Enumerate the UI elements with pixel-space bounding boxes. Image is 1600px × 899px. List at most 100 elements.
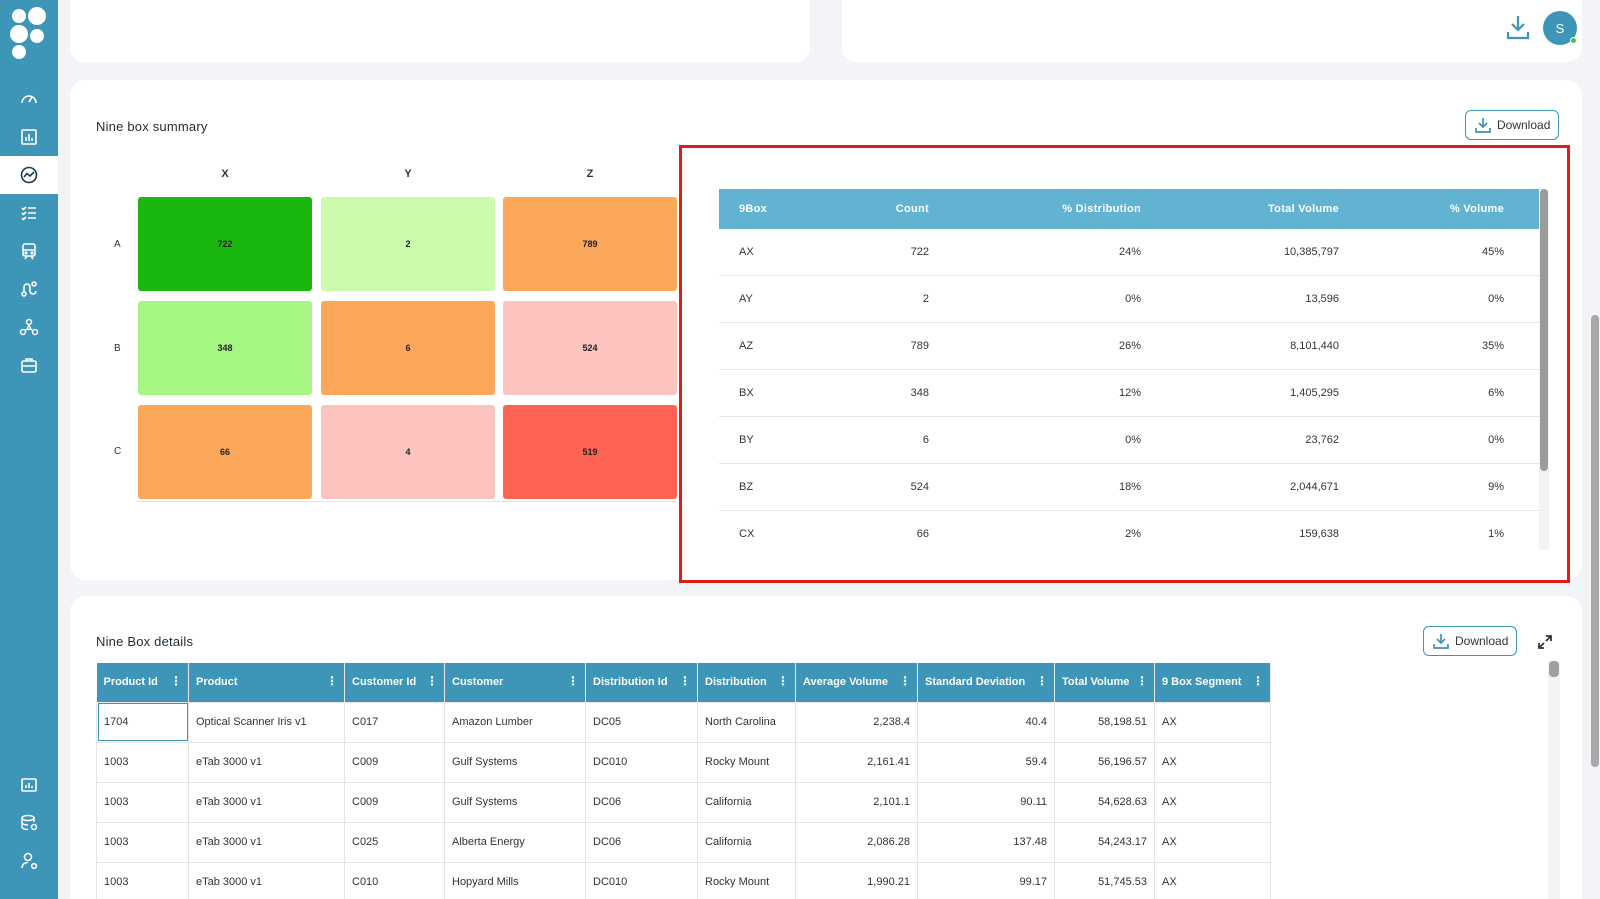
- nav-dashboard[interactable]: [0, 80, 58, 118]
- download-icon[interactable]: [1506, 14, 1530, 40]
- nine-box-cell-cy[interactable]: 4: [321, 405, 495, 499]
- summary-header-distribution[interactable]: % Distribution: [1062, 203, 1141, 215]
- details-table-row[interactable]: 1003 eTab 3000 v1 C009 Gulf Systems DC06…: [96, 781, 1271, 823]
- nav-user-settings[interactable]: [0, 842, 58, 880]
- details-table-row[interactable]: 1003 eTab 3000 v1 C009 Gulf Systems DC01…: [96, 741, 1271, 783]
- column-menu-icon[interactable]: ⋮: [679, 674, 691, 688]
- cell-product[interactable]: eTab 3000 v1: [188, 781, 345, 823]
- cell-customer-id[interactable]: C017: [344, 701, 445, 743]
- cell-customer-id[interactable]: C009: [344, 741, 445, 783]
- cell-average-volume[interactable]: 2,161.41: [795, 741, 918, 783]
- cell-customer[interactable]: Alberta Energy: [444, 821, 586, 863]
- cell-customer[interactable]: Hopyard Mills: [444, 861, 586, 899]
- nine-box-cell-ax[interactable]: 722: [138, 197, 312, 291]
- column-menu-icon[interactable]: ⋮: [567, 674, 579, 688]
- summary-header-count[interactable]: Count: [895, 203, 929, 215]
- nav-network[interactable]: [0, 308, 58, 346]
- nav-transport[interactable]: [0, 232, 58, 270]
- cell-9box-segment[interactable]: AX: [1154, 741, 1271, 783]
- cell-distribution[interactable]: North Carolina: [697, 701, 796, 743]
- details-download-button[interactable]: Download: [1423, 626, 1518, 656]
- cell-product-id[interactable]: 1704: [96, 701, 189, 743]
- cell-9box-segment[interactable]: AX: [1154, 701, 1271, 743]
- cell-product[interactable]: eTab 3000 v1: [188, 741, 345, 783]
- cell-customer-id[interactable]: C025: [344, 821, 445, 863]
- cell-product[interactable]: Optical Scanner Iris v1: [188, 701, 345, 743]
- cell-distribution[interactable]: Rocky Mount: [697, 861, 796, 899]
- details-header-customer-id[interactable]: Customer Id ⋮: [344, 663, 445, 702]
- column-menu-icon[interactable]: ⋮: [426, 674, 438, 688]
- nine-box-cell-bx[interactable]: 348: [138, 301, 312, 395]
- cell-product-id[interactable]: 1003: [96, 741, 189, 783]
- cell-distribution-id[interactable]: DC05: [585, 701, 698, 743]
- cell-average-volume[interactable]: 1,990.21: [795, 861, 918, 899]
- details-scrollbar-track[interactable]: [1548, 661, 1560, 899]
- column-menu-icon[interactable]: ⋮: [899, 674, 911, 688]
- nav-route[interactable]: [0, 270, 58, 308]
- cell-total-volume[interactable]: 54,628.63: [1054, 781, 1155, 823]
- cell-distribution-id[interactable]: DC06: [585, 821, 698, 863]
- cell-product[interactable]: eTab 3000 v1: [188, 821, 345, 863]
- cell-9box-segment[interactable]: AX: [1154, 821, 1271, 863]
- user-avatar[interactable]: S: [1543, 11, 1577, 45]
- cell-customer[interactable]: Gulf Systems: [444, 741, 586, 783]
- summary-header-9box[interactable]: 9Box: [739, 203, 768, 215]
- cell-product-id[interactable]: 1003: [96, 821, 189, 863]
- nav-database-settings[interactable]: [0, 804, 58, 842]
- column-menu-icon[interactable]: ⋮: [170, 674, 182, 688]
- details-header-distribution[interactable]: Distribution ⋮: [697, 663, 796, 702]
- cell-standard-deviation[interactable]: 137.48: [917, 821, 1055, 863]
- details-header-average-volume[interactable]: Average Volume ⋮: [795, 663, 918, 702]
- details-header-customer[interactable]: Customer ⋮: [444, 663, 586, 702]
- app-logo[interactable]: [9, 6, 49, 62]
- cell-average-volume[interactable]: 2,238.4: [795, 701, 918, 743]
- cell-distribution-id[interactable]: DC010: [585, 741, 698, 783]
- nine-box-cell-az[interactable]: 789: [503, 197, 677, 291]
- cell-total-volume[interactable]: 56,196.57: [1054, 741, 1155, 783]
- cell-total-volume[interactable]: 58,198.51: [1054, 701, 1155, 743]
- cell-standard-deviation[interactable]: 59.4: [917, 741, 1055, 783]
- summary-scrollbar-thumb[interactable]: [1540, 189, 1548, 471]
- summary-header-total-volume[interactable]: Total Volume: [1267, 203, 1339, 215]
- cell-9box-segment[interactable]: AX: [1154, 861, 1271, 899]
- details-header-total-volume[interactable]: Total Volume ⋮: [1054, 663, 1155, 702]
- expand-icon[interactable]: [1536, 633, 1554, 651]
- summary-header-volume-percent[interactable]: % Volume: [1449, 203, 1504, 215]
- details-scrollbar-thumb[interactable]: [1549, 661, 1559, 677]
- cell-distribution[interactable]: California: [697, 821, 796, 863]
- column-menu-icon[interactable]: ⋮: [1252, 674, 1264, 688]
- nine-box-cell-cx[interactable]: 66: [138, 405, 312, 499]
- details-table-row[interactable]: 1003 eTab 3000 v1 C010 Hopyard Mills DC0…: [96, 861, 1271, 899]
- column-menu-icon[interactable]: ⋮: [1136, 674, 1148, 688]
- details-header-product-id[interactable]: Product Id ⋮: [96, 663, 189, 702]
- summary-download-button[interactable]: Download: [1465, 110, 1560, 140]
- nav-checklist[interactable]: [0, 194, 58, 232]
- details-table-row[interactable]: 1704 Optical Scanner Iris v1 C017 Amazon…: [96, 701, 1271, 743]
- nine-box-cell-bz[interactable]: 524: [503, 301, 677, 395]
- cell-total-volume[interactable]: 54,243.17: [1054, 821, 1155, 863]
- cell-distribution-id[interactable]: DC010: [585, 861, 698, 899]
- cell-customer[interactable]: Amazon Lumber: [444, 701, 586, 743]
- column-menu-icon[interactable]: ⋮: [1036, 674, 1048, 688]
- page-scrollbar-thumb[interactable]: [1591, 315, 1599, 767]
- cell-total-volume[interactable]: 51,745.53: [1054, 861, 1155, 899]
- details-header-product[interactable]: Product ⋮: [188, 663, 345, 702]
- cell-distribution[interactable]: Rocky Mount: [697, 741, 796, 783]
- nav-reports[interactable]: [0, 118, 58, 156]
- cell-standard-deviation[interactable]: 90.11: [917, 781, 1055, 823]
- cell-standard-deviation[interactable]: 40.4: [917, 701, 1055, 743]
- cell-average-volume[interactable]: 2,101.1: [795, 781, 918, 823]
- cell-customer-id[interactable]: C010: [344, 861, 445, 899]
- column-menu-icon[interactable]: ⋮: [326, 674, 338, 688]
- nav-analytics[interactable]: [0, 156, 58, 194]
- details-table-row[interactable]: 1003 eTab 3000 v1 C025 Alberta Energy DC…: [96, 821, 1271, 863]
- nine-box-cell-by[interactable]: 6: [321, 301, 495, 395]
- cell-product-id[interactable]: 1003: [96, 861, 189, 899]
- nine-box-cell-cz[interactable]: 519: [503, 405, 677, 499]
- cell-distribution-id[interactable]: DC06: [585, 781, 698, 823]
- nav-briefcase[interactable]: [0, 346, 58, 384]
- details-header-standard-deviation[interactable]: Standard Deviation ⋮: [917, 663, 1055, 702]
- cell-product[interactable]: eTab 3000 v1: [188, 861, 345, 899]
- nav-chart-board[interactable]: [0, 766, 58, 804]
- cell-9box-segment[interactable]: AX: [1154, 781, 1271, 823]
